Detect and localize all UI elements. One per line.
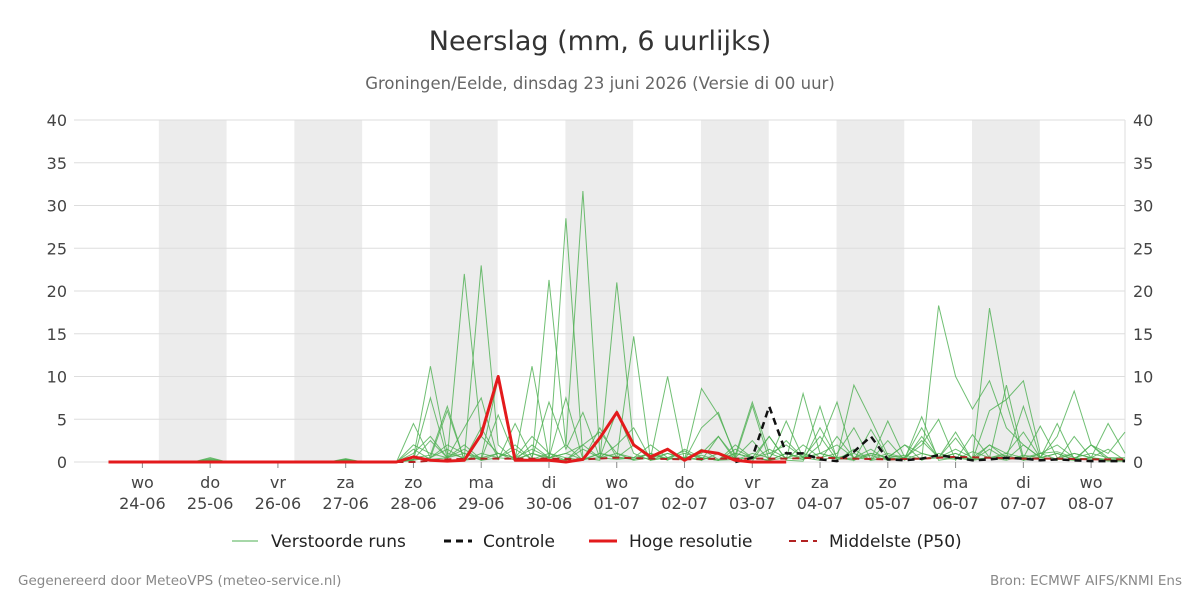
legend-control-label: Controle [483,532,555,552]
legend-highres-label: Hoge resolutie [629,532,753,552]
x-tick-day: wo [1080,473,1103,492]
control-line [734,405,1125,464]
footer-source: Bron: ECMWF AIFS/KNMI Ens [990,573,1182,589]
y-axis-right: 0 5 10 15 20 25 30 35 40 [1133,111,1153,472]
y-tick-label: 10 [1133,368,1153,387]
y-tick-label: 5 [1133,410,1143,429]
chart-subtitle: Groningen/Eelde, dinsdag 23 juni 2026 (V… [365,74,835,93]
y-tick-label: 35 [47,154,67,173]
x-tick-day: di [1016,473,1031,492]
y-tick-label: 20 [47,282,67,301]
x-tick-date: 30-06 [526,494,573,513]
grid-lines [74,119,1126,463]
y-tick-label: 30 [47,197,67,216]
x-tick-date: 03-07 [729,494,776,513]
x-tick-date: 07-07 [1000,494,1047,513]
legend: Verstoorde runs Controle Hoge resolutie … [232,532,962,552]
x-tick-date: 29-06 [458,494,505,513]
y-tick-label: 35 [1133,154,1153,173]
x-tick-day: wo [605,473,628,492]
y-tick-label: 40 [47,111,67,130]
y-tick-label: 5 [57,410,67,429]
x-tick-day: vr [270,473,286,492]
x-tick-date: 24-06 [119,494,166,513]
y-tick-label: 20 [1133,282,1153,301]
x-tick-date: 01-07 [594,494,641,513]
y-tick-label: 40 [1133,111,1153,130]
x-tick-day: do [200,473,220,492]
x-tick-day: zo [879,473,897,492]
x-tick-date: 05-07 [865,494,912,513]
footer-generated: Gegenereerd door MeteoVPS (meteo-service… [18,573,341,589]
x-tick-day: ma [469,473,494,492]
x-tick-day: vr [744,473,760,492]
x-tick-day: wo [131,473,154,492]
y-tick-label: 30 [1133,197,1153,216]
x-tick-date: 28-06 [390,494,437,513]
x-tick-day: di [542,473,557,492]
y-axis-left: 0 5 10 15 20 25 30 35 40 [47,111,67,472]
median-line [108,455,1125,463]
legend-median-label: Middelste (P50) [829,532,962,552]
x-tick-day: do [675,473,695,492]
legend-perturbed-label: Verstoorde runs [271,532,406,552]
y-tick-label: 10 [47,368,67,387]
x-tick-date: 25-06 [187,494,234,513]
y-tick-label: 0 [57,453,67,472]
x-tick-date: 04-07 [797,494,844,513]
x-tick-date: 06-07 [932,494,979,513]
x-tick-day: zo [404,473,422,492]
chart-title: Neerslag (mm, 6 uurlijks) [429,26,771,57]
high-resolution-line [108,375,787,464]
y-tick-label: 15 [47,325,67,344]
x-tick-day: za [337,473,355,492]
x-tick-day: ma [943,473,968,492]
y-tick-label: 25 [47,239,67,258]
y-tick-label: 15 [1133,325,1153,344]
x-tick-day: za [811,473,829,492]
x-tick-date: 26-06 [255,494,302,513]
x-tick-date: 08-07 [1068,494,1115,513]
y-tick-label: 0 [1133,453,1143,472]
x-tick-date: 27-06 [322,494,369,513]
x-tick-date: 02-07 [661,494,708,513]
y-tick-label: 25 [1133,239,1153,258]
main-series [108,375,1125,464]
x-axis: wo 24-06 do 25-06 vr 26-06 za 27-06 zo 28-06 ma 29-… [119,462,1114,513]
